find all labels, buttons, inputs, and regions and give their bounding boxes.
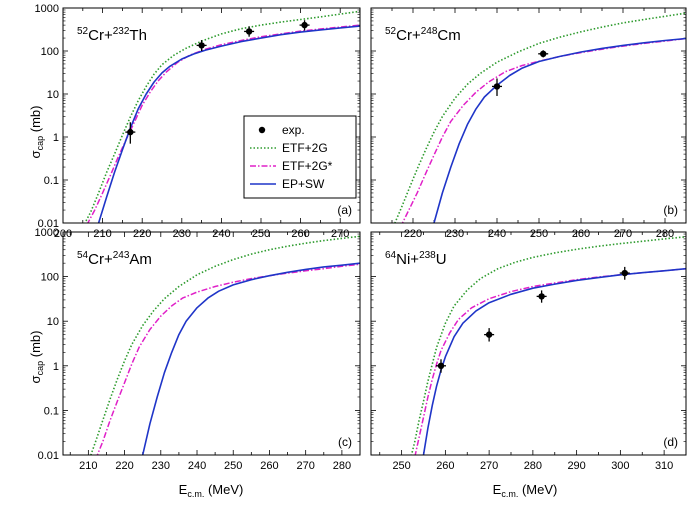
panel-b-xtick-label: 240 [488,228,506,240]
panel-a-title: 52Cr+232Th [77,26,147,44]
panel-c-ytick-label: 100 [41,272,59,284]
panel-d-series-epsw [422,267,686,455]
panel-b-xtick-label: 260 [572,228,590,240]
panel-c-frame [62,231,361,456]
panel-b-frame [370,7,687,224]
legend-label-exp: exp. [282,123,305,137]
panel-c-xtick-label: 210 [79,460,97,472]
panel-c-series-epsw [141,262,360,455]
panel-d-xtick-label: 300 [611,460,629,472]
panel-c-xtick-label: 260 [260,460,278,472]
panel-a-xtick-label: 220 [133,228,151,240]
panel-c-ytick-label: 1000 [35,227,59,239]
panel-d-exp-point [485,331,493,338]
panel-c-ytick-label: 0.01 [38,450,59,462]
panel-a-exp-point [301,21,308,29]
panel-a-xtick-label: 260 [291,228,309,240]
panel-c-xtick-label: 280 [333,460,351,472]
panel-b-xtick-label: 270 [614,228,632,240]
panel-d-title: 64Ni+238U [385,250,447,268]
panel-d-xtick-label: 250 [392,460,410,472]
panel-a-ytick-label: 0.01 [38,218,59,230]
panel-a-xtick-label: 240 [212,228,230,240]
panel-b-exp-point [493,83,501,90]
panel-c-title: 54Cr+243Am [77,250,152,268]
panel-a-xtick-label: 210 [93,228,111,240]
panel-b-xtick-label: 280 [656,228,674,240]
panel-a-ytick-label: 0.1 [44,175,59,187]
panel-c-xtick-label: 220 [115,460,133,472]
panel-b-xtick-label: 230 [446,228,464,240]
panel-a-exp-point [198,42,205,49]
panel-b-xtick-label: 250 [530,228,548,240]
panel-a-series-epsw [97,25,360,223]
panel-d-ticks: 250 260 270 280 290 300 310 [371,231,687,472]
panel-a-xtick-label: 250 [252,228,270,240]
legend-marker-exp [258,126,266,134]
panel-a-ticks: 200 210 220 230 240 250 260 2700.010.1110100100… [35,3,361,240]
legend-label-etf2g-star: ETF+2G* [282,159,333,173]
panel-b-xtick-label: 220 [404,228,422,240]
panel-b-series-epsw [433,37,686,223]
panel-a-series-etf2g [84,10,360,223]
panel-d-xtick-label: 260 [436,460,454,472]
panel-d: 250 260 270 280 290 300 310 64Ni+238U (d) [370,231,687,472]
panel-c-series-etf2g-star [96,263,360,455]
panel-c-ticks: 210 220 230 240 250 260 270 280 0.01 0.1 1 10 100 100… [35,227,361,472]
panel-b: 220 230 240 250 260 270 280 52Cr+248Cm (b) [370,7,687,240]
panel-a: 200 210 220 230 240 250 260 2700.010.1110100100… [35,3,361,240]
panel-d-plot-area [410,236,686,455]
panel-b-exp-point [540,50,547,58]
panel-a-exp-point [245,28,253,35]
panel-c-label: (c) [338,435,352,449]
panel-c-xtick-label: 270 [296,460,314,472]
y-axis-label-bottom: σcap (mb) [28,331,45,384]
panel-a-ytick-label: 1000 [35,3,59,15]
panel-d-exp-point [538,293,545,300]
panel-a-ytick-label: 1 [53,132,59,144]
panel-c-ytick-label: 1 [53,361,59,373]
panel-d-frame [370,231,687,456]
panel-c: 210 220 230 240 250 260 270 280 0.01 0.1 1 10 100 100… [35,227,361,472]
panel-b-title: 52Cr+248Cm [385,26,461,44]
panel-c-xtick-label: 230 [152,460,170,472]
panel-a-exp-point [127,128,134,136]
panel-c-xtick-label: 250 [224,460,242,472]
panel-b-series-etf2g [394,12,686,223]
panel-d-xtick-label: 290 [567,460,585,472]
panel-a-plot-area [84,10,360,223]
panel-d-exp-point [621,269,628,277]
panel-b-plot-area [394,12,686,223]
panel-b-ticks: 220 230 240 250 260 270 280 [370,7,687,240]
legend-label-etf2g: ETF+2G [282,141,328,155]
x-axis-label-right: Ec.m. (MeV) [493,482,558,499]
panel-d-xtick-label: 280 [524,460,542,472]
panel-b-label: (b) [663,203,678,217]
panel-a-ytick-label: 100 [41,46,59,58]
panel-d-xtick-label: 310 [655,460,673,472]
panel-a-xtick-label: 230 [173,228,191,240]
panel-d-xtick-label: 270 [480,460,498,472]
legend: exp. ETF+2G ETF+2G* EP+SW [243,115,357,199]
panel-d-series-etf2g-star [414,267,686,455]
panel-a-series-etf2g-star [87,24,360,223]
legend-label-epsw: EP+SW [282,177,325,191]
y-axis-label-top: σcap (mb) [28,106,45,159]
panel-c-xtick-label: 240 [188,460,206,472]
panel-d-exp-point [437,362,445,369]
panel-d-series-etf2g [410,236,686,455]
panel-a-ytick-label: 10 [47,89,59,101]
panel-a-label: (a) [337,203,352,217]
panel-b-series-etf2g-star [401,37,686,223]
panel-c-ytick-label: 10 [47,316,59,328]
panel-a-xtick-label: 270 [331,228,349,240]
panel-a-frame [62,7,361,224]
panel-c-ytick-label: 0.1 [44,405,59,417]
panel-c-plot-area [89,235,360,455]
panel-d-label: (d) [663,435,678,449]
panel-c-series-etf2g [89,235,360,455]
x-axis-label-left: Ec.m. (MeV) [179,482,244,499]
